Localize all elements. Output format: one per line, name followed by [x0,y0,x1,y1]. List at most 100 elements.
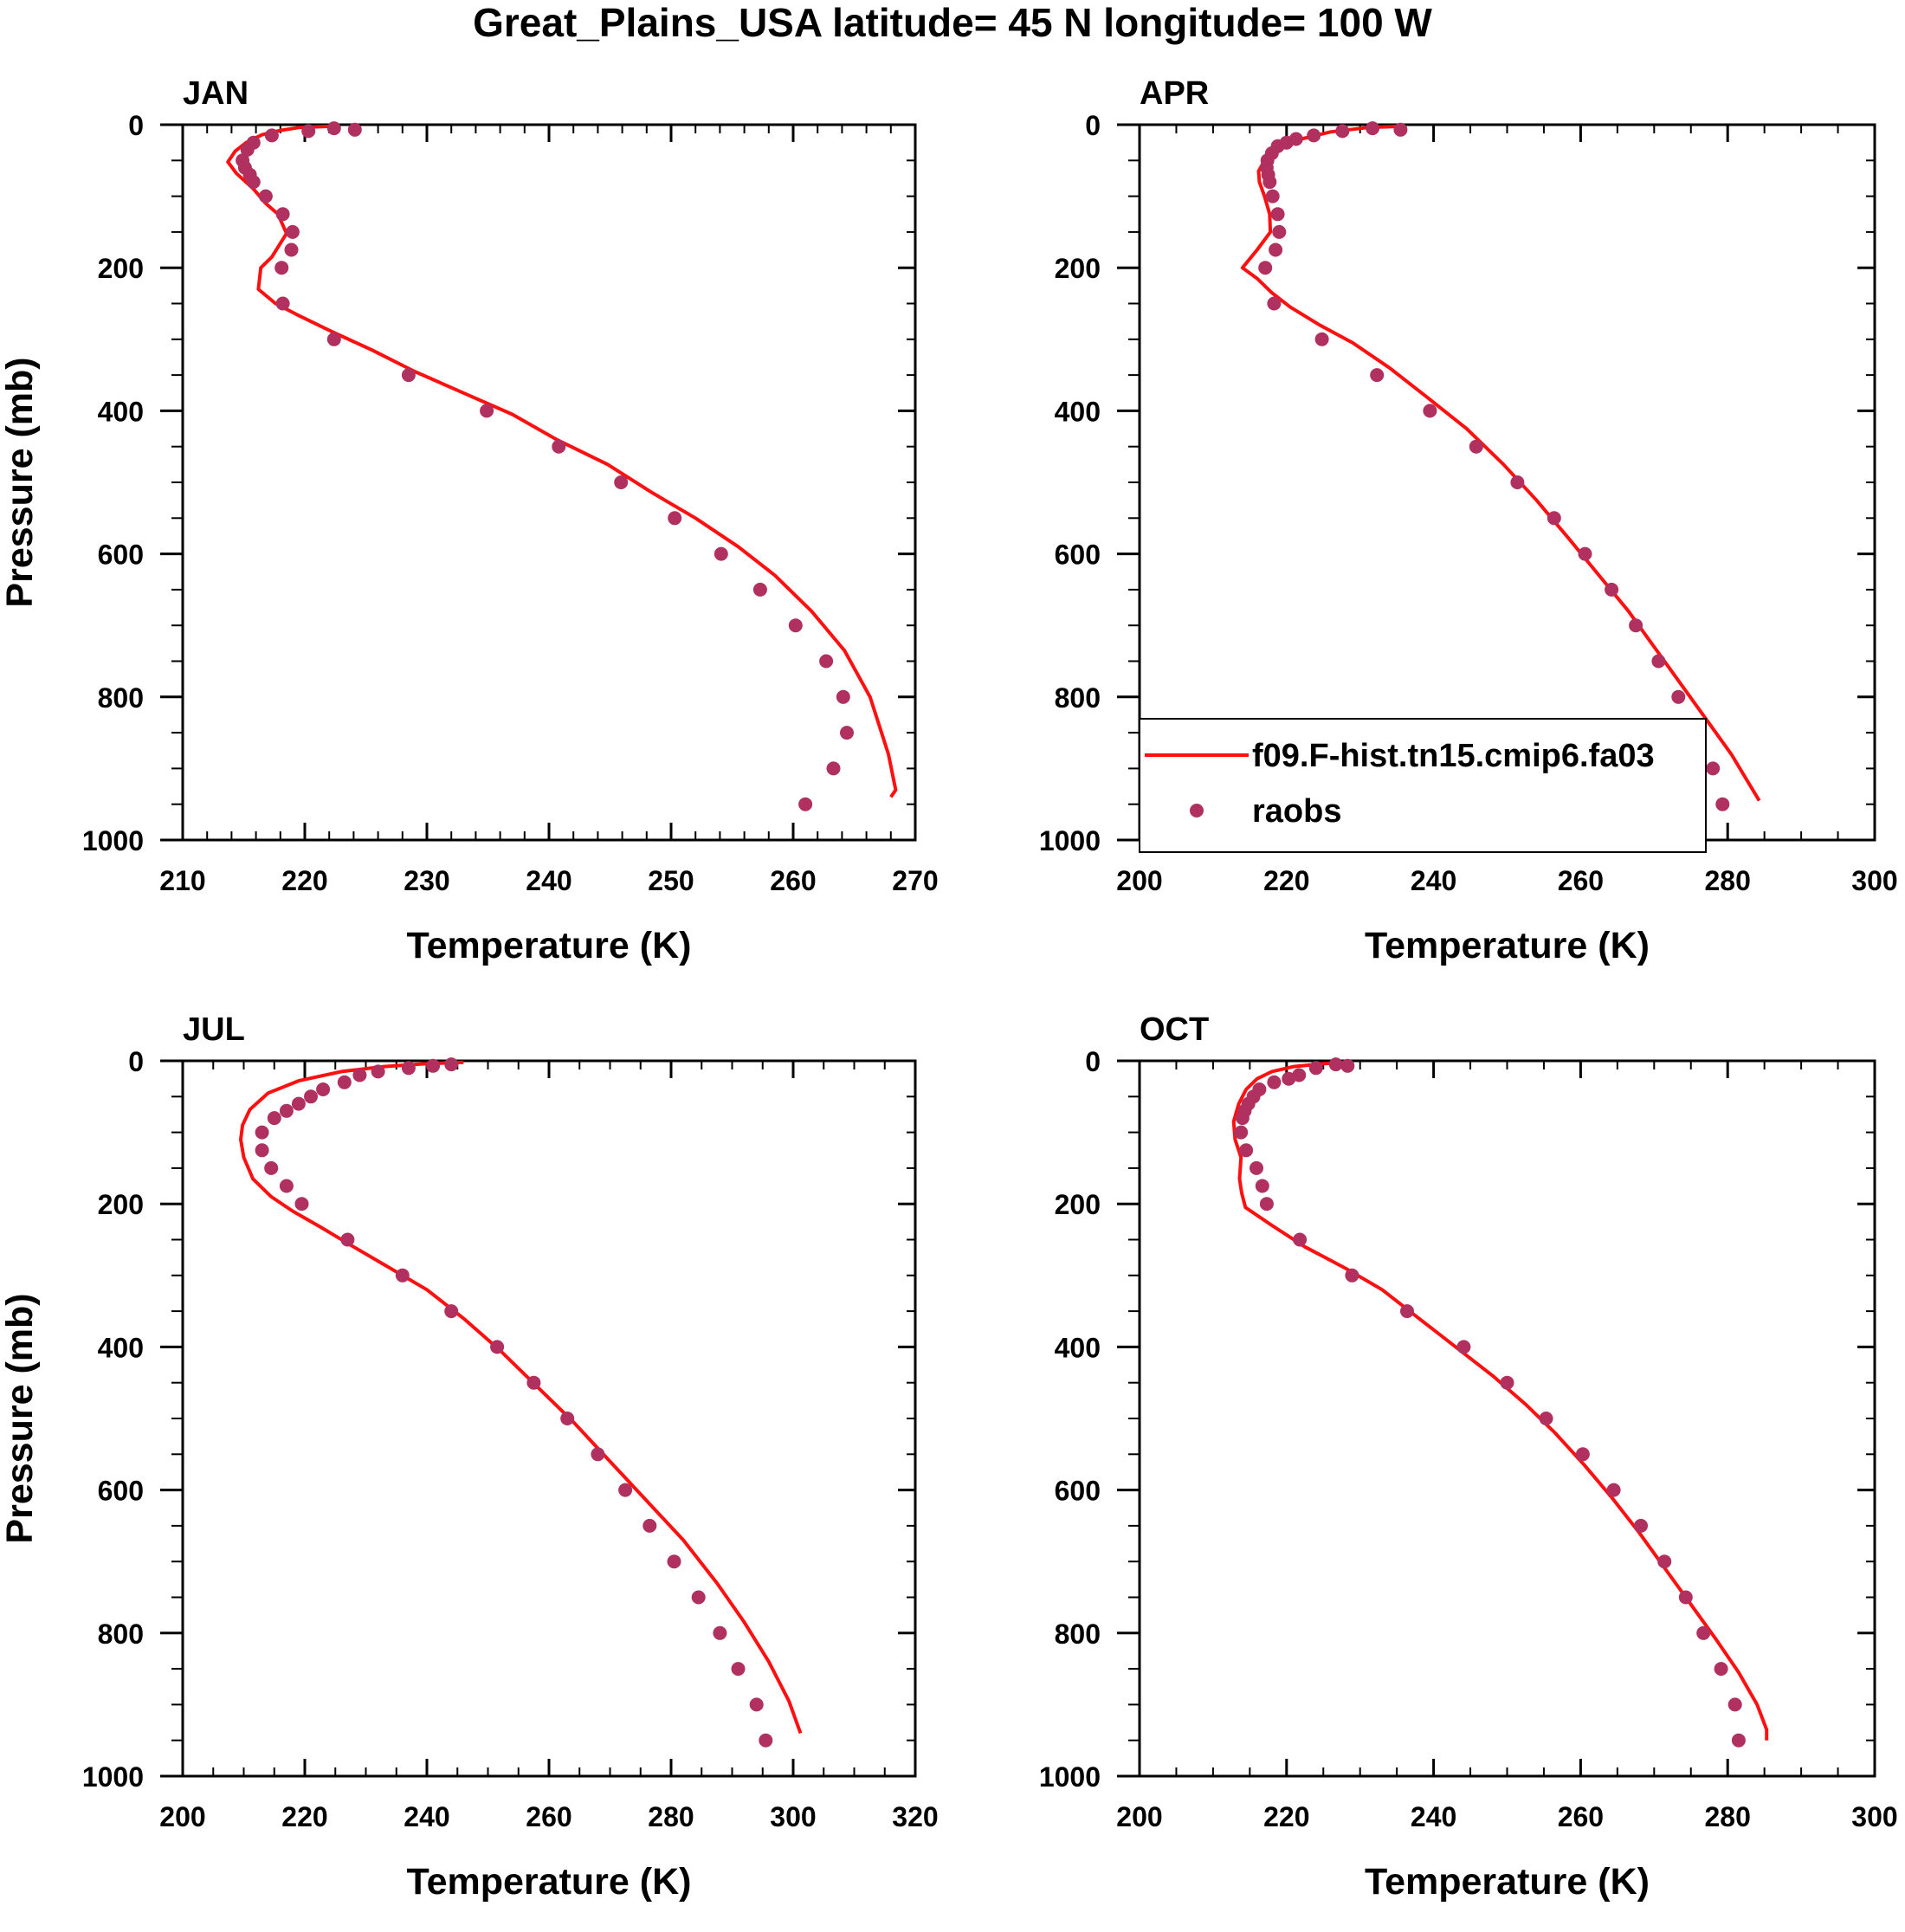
obs-point [752,582,767,597]
x-tick-label: 210 [159,865,205,896]
y-tick-label: 600 [1055,1476,1101,1507]
x-tick-label: 260 [1558,865,1604,896]
obs-point [1255,1179,1269,1193]
obs-point [1270,207,1285,222]
plot-frame [181,1059,917,1778]
y-tick-label: 800 [1055,1619,1101,1650]
obs-point [264,1160,279,1175]
obs-point [1727,1697,1742,1712]
y-tick-label: 400 [1055,396,1101,427]
obs-point [275,296,290,311]
obs-point [294,1197,309,1212]
y-tick-label: 1000 [1039,1761,1101,1793]
obs-point [1469,439,1483,454]
obs-point [1239,1143,1254,1158]
obs-point [275,207,290,222]
obs-point [1269,242,1283,257]
obs-point [337,1075,352,1089]
x-tick-label: 270 [892,865,938,896]
obs-point [1267,296,1282,311]
obs-point [444,1057,459,1072]
x-tick-label: 220 [1263,865,1309,896]
x-tick-label: 240 [404,1801,449,1832]
series-line-model [226,124,898,798]
obs-point [1267,1075,1282,1089]
obs-point [279,1179,294,1193]
obs-point [1510,475,1525,489]
x-tick-label: 200 [1116,1801,1162,1832]
series-line-model [1231,1060,1769,1741]
y-tick-label: 600 [98,1476,144,1507]
y-tick-label: 0 [128,110,144,141]
obs-point [819,654,834,669]
obs-point [691,1590,706,1605]
x-tick-label: 230 [404,865,449,896]
x-tick-label: 240 [526,865,572,896]
y-tick-label: 400 [98,396,144,427]
obs-point [1547,511,1561,526]
obs-point [284,242,299,257]
panel-title: APR [1140,75,1209,112]
panel-title: JAN [183,75,249,112]
x-tick-label: 320 [892,1801,938,1832]
obs-point [840,726,854,740]
obs-point [1400,1304,1414,1319]
obs-point [1282,1071,1296,1086]
x-tick-label: 280 [1705,865,1751,896]
y-tick-label: 1000 [82,1761,144,1793]
obs-point [836,689,850,704]
x-tick-label: 260 [770,865,816,896]
panel-apr: APR 200 220 240 260 280 300 0 200 400 600 800 1000 Te… [1039,75,1898,966]
obs-point [1393,122,1408,137]
panel-title: JUL [183,1011,245,1048]
obs-point [1293,1232,1308,1247]
y-tick-label: 0 [1085,1046,1101,1077]
x-tick-label: 280 [648,1801,694,1832]
x-tick-label: 200 [1116,865,1162,896]
obs-point [267,1111,281,1126]
series-obs [255,1057,773,1748]
x-tick-label: 220 [281,865,327,896]
x-axis-label: Temperature (K) [407,925,692,966]
obs-point [255,1125,269,1140]
obs-point [1605,582,1619,597]
obs-point [714,546,728,561]
obs-point [326,332,341,346]
obs-point [552,439,566,454]
obs-point [560,1412,575,1425]
y-tick-label: 200 [1055,253,1101,284]
y-tick-label: 800 [98,1619,144,1650]
obs-point [1706,761,1721,776]
obs-point [240,142,255,157]
obs-point [1500,1375,1514,1390]
y-axis-label: Pressure (mb) [0,1293,41,1543]
y-tick-label: 1000 [82,825,144,856]
obs-point [490,1340,505,1354]
panels: JAN 210 220 230 240 250 260 270 0 200 400 600 800 100… [0,75,1898,1903]
obs-point [1340,1058,1355,1073]
obs-point [1731,1733,1746,1748]
x-tick-label: 220 [281,1801,327,1832]
y-tick-label: 200 [98,1189,144,1220]
y-tick-label: 400 [1055,1332,1101,1363]
obs-point [1370,368,1385,383]
obs-point [340,1232,355,1247]
legend-box [1139,718,1707,853]
obs-point [279,1103,294,1118]
obs-point [1629,618,1643,633]
series-obs [1258,121,1730,811]
obs-point [826,761,841,776]
obs-point [1578,546,1592,561]
obs-point [301,124,316,139]
obs-point [749,1697,764,1712]
obs-point [1250,1160,1263,1175]
x-tick-label: 260 [1558,1801,1604,1832]
obs-point [1234,1125,1249,1140]
obs-point [255,1143,269,1158]
y-tick-label: 800 [1055,682,1101,714]
legend-obs-label: raobs [1252,793,1341,830]
obs-point [713,1625,727,1640]
obs-point [526,1375,541,1390]
obs-point [347,122,362,137]
obs-point [1259,1197,1274,1212]
